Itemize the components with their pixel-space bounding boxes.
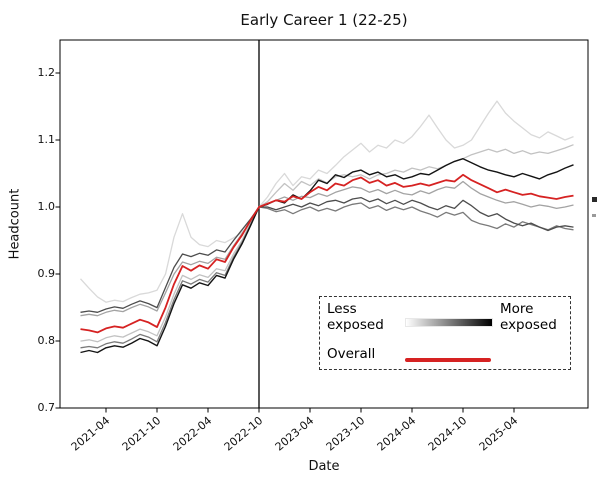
y-tick-label: 1.1 [37, 132, 56, 146]
series-line-exposure-4 [80, 202, 574, 349]
series-line-exposure-1-least [80, 100, 574, 303]
legend-overall-label: Overall [327, 346, 376, 362]
series-line-exposure-6-most [80, 157, 574, 354]
y-tick-label: 0.9 [37, 267, 56, 281]
y-tick-label: 0.8 [37, 334, 56, 348]
y-tick-label: 1.2 [37, 65, 56, 79]
legend-less-exposed-label: Less exposed [327, 301, 384, 333]
cropped-edge-artifact [592, 197, 597, 202]
chart-title: Early Career 1 (22-25) [240, 11, 408, 29]
y-axis-label: Headcount [7, 188, 23, 260]
plot-area-border [59, 39, 589, 409]
legend-exposure-gradient-bar [405, 318, 493, 327]
legend-more-exposed-label: More exposed [500, 301, 557, 333]
y-tick-label: 0.7 [37, 401, 56, 415]
series-lines [80, 40, 574, 409]
cropped-edge-artifact [592, 214, 596, 217]
legend: Less exposed More exposed Overall [319, 296, 571, 370]
legend-overall-line-swatch [405, 358, 491, 362]
x-axis-label: Date [308, 459, 340, 474]
series-line-overall [80, 173, 574, 334]
series-line-exposure-3 [80, 180, 574, 317]
series-line-exposure-5 [80, 196, 574, 313]
y-tick-label: 1.0 [37, 200, 56, 214]
axis-ticks [55, 72, 515, 413]
